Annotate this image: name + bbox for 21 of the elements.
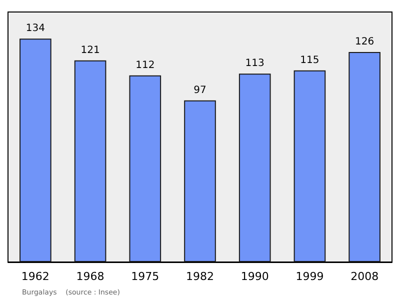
data-label: 134 [26, 23, 45, 34]
data-label: 121 [80, 44, 100, 56]
bar [129, 75, 162, 262]
bar [238, 74, 271, 262]
x-tick-label: 1999 [296, 270, 324, 283]
bar [294, 70, 326, 262]
data-label: 115 [300, 54, 320, 66]
bar [348, 52, 380, 262]
data-label: 112 [136, 60, 155, 71]
x-tick-label: 2008 [350, 270, 379, 283]
x-tick-label: 1982 [186, 270, 214, 283]
x-tick-label: 1975 [131, 270, 160, 283]
bar [184, 100, 216, 262]
bar [20, 38, 52, 262]
data-label: 113 [245, 58, 264, 70]
x-tick-label: 1990 [240, 270, 269, 283]
bar [74, 60, 106, 262]
x-tick-label: 1968 [76, 270, 104, 283]
x-tick-label: 1962 [21, 270, 50, 283]
data-label: 126 [355, 36, 374, 48]
data-label: 97 [194, 84, 206, 96]
